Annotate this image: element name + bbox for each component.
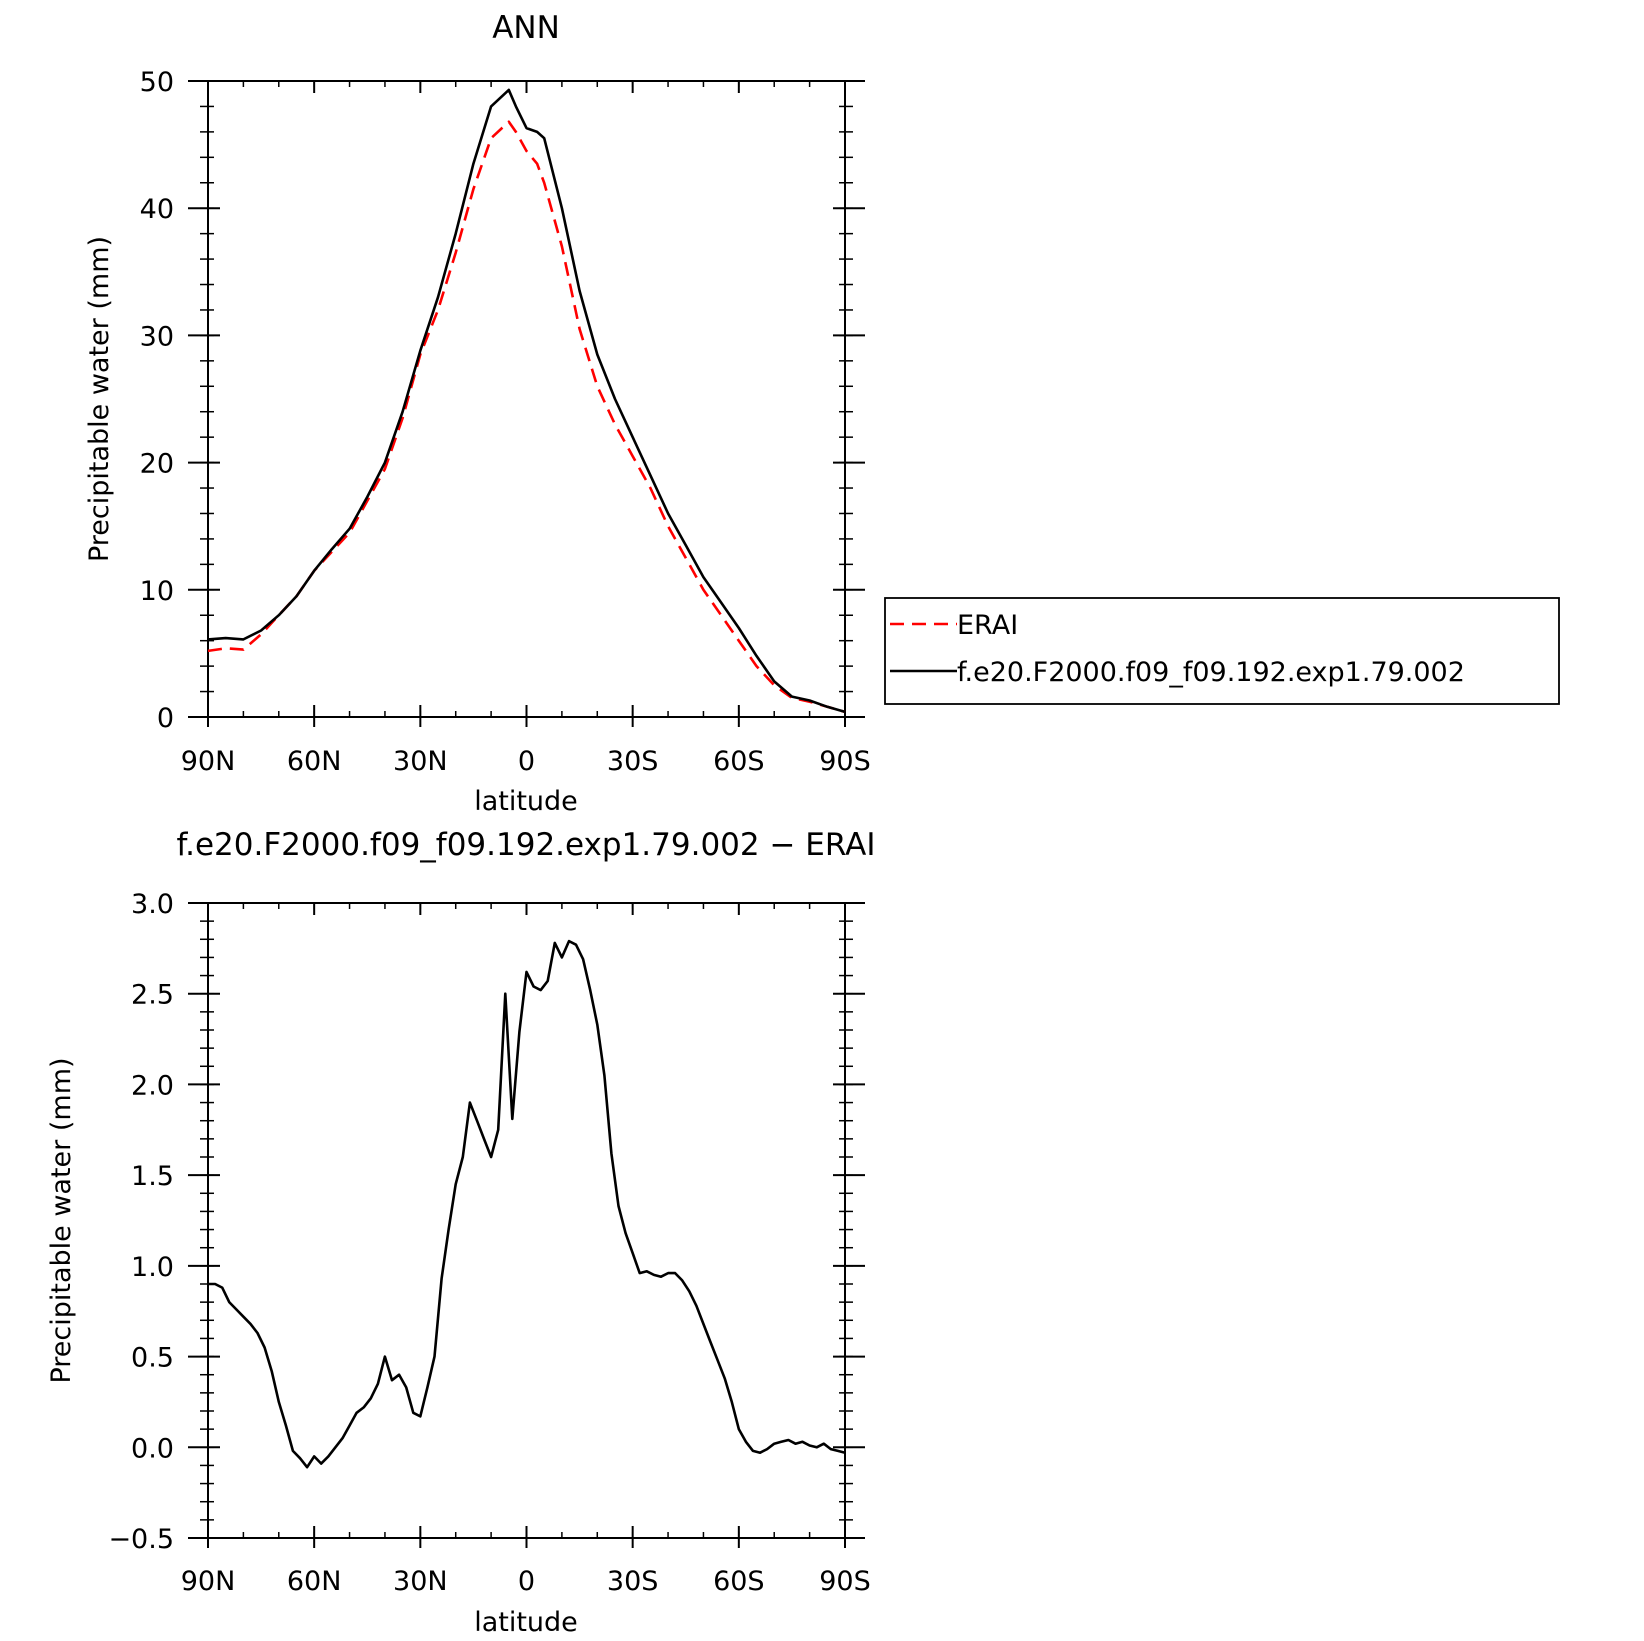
bottom-chart: f.e20.F2000.f09_f09.192.exp1.79.002 − ER… [46,827,876,1638]
y-tick-label: 50 [140,67,174,98]
y-tick-label: 30 [140,321,174,352]
legend-label: f.e20.F2000.f09_f09.192.exp1.79.002 [957,657,1465,688]
x-tick-label: 60S [713,746,765,777]
plot-frame [207,80,846,718]
y-tick-label: 3.0 [131,889,174,920]
x-tick-label: 60S [713,1566,765,1597]
x-tick-label: 60N [287,746,342,777]
legend: ERAI f.e20.F2000.f09_f09.192.exp1.79.002 [884,597,1560,705]
y-axis-title: Precipitable water (mm) [46,1057,77,1383]
y-tick-label: 2.0 [131,1070,174,1101]
y-tick-label: −0.5 [108,1524,174,1555]
x-tick-label: 90N [181,1566,236,1597]
x-tick-label: 60N [287,1566,342,1597]
y-tick-label: 20 [140,449,174,480]
y-tick-label: 0.0 [131,1433,174,1464]
y-tick-label: 10 [140,576,174,607]
chart-title: ANN [492,10,560,46]
x-tick-label: 90S [819,746,871,777]
series-line-dashed [207,120,846,714]
x-axis-title: latitude [474,1607,578,1638]
x-tick-label: 30N [393,746,448,777]
x-tick-label: 90N [181,746,236,777]
y-tick-label: 40 [140,194,174,225]
x-tick-label: 90S [819,1566,871,1597]
y-axis-title: Precipitable water (mm) [84,236,115,562]
y-tick-label: 0 [157,703,174,734]
chart-title: f.e20.F2000.f09_f09.192.exp1.79.002 − ER… [176,827,875,863]
y-tick-label: 0.5 [131,1343,174,1374]
x-tick-label: 30S [607,746,659,777]
x-axis-title: latitude [474,786,578,817]
y-tick-label: 2.5 [131,980,174,1011]
x-tick-label: 0 [518,746,535,777]
top-chart: ANN 90N 60N 30N 0 30S 60S 90S 0 10 20 30 40 50 latitud… [84,10,1560,817]
x-tick-label: 30S [607,1566,659,1597]
legend-box [884,597,1560,705]
series-line [208,939,846,1469]
y-tick-label: 1.0 [131,1252,174,1283]
x-tick-label: 30N [393,1566,448,1597]
y-tick-label: 1.5 [131,1161,174,1192]
x-tick-label: 0 [518,1566,535,1597]
series-line [207,88,846,714]
legend-label: ERAI [957,610,1018,641]
plot-frame [207,902,846,1539]
